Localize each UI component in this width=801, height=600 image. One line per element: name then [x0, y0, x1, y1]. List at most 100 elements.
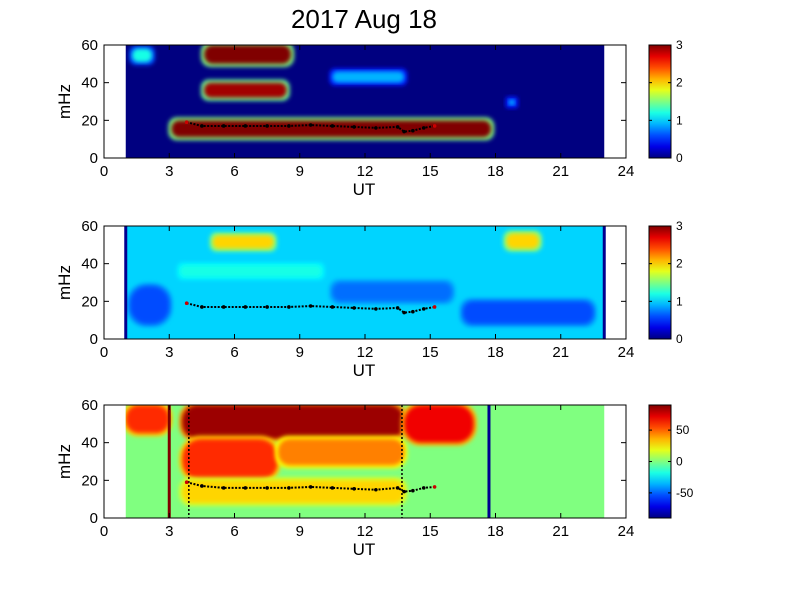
x-axis-label: UT [353, 361, 376, 380]
ridge-point [330, 305, 335, 309]
x-tick-label: 0 [100, 523, 108, 540]
ridge-point [432, 485, 437, 489]
y-tick-label: 60 [81, 37, 98, 54]
heatmap-blob [404, 405, 474, 443]
ridge-point [402, 489, 406, 494]
ridge-point [265, 124, 269, 128]
colorbar-tick-label: 3 [676, 38, 683, 52]
colorbar-tick-label: 3 [676, 219, 683, 233]
ridge-point [352, 125, 356, 129]
colorbar-tick-label: 0 [676, 332, 683, 346]
ridge-point [200, 305, 204, 309]
x-tick-label: 18 [487, 163, 504, 180]
y-tick-label: 40 [81, 256, 98, 273]
ridge-point [411, 309, 415, 314]
ridge-point [200, 124, 204, 128]
ridge-point [411, 128, 415, 133]
colorbar-tick-label: 1 [676, 294, 683, 308]
ridge-point [200, 484, 204, 488]
ridge-point [352, 487, 356, 491]
heatmap-blob [462, 301, 594, 324]
x-tick-label: 9 [296, 523, 304, 540]
ridge-point [421, 126, 426, 130]
ridge-point [432, 124, 437, 128]
heatmap-blob [332, 71, 405, 83]
ridge-point [352, 306, 356, 310]
heatmap-blob [332, 282, 452, 302]
x-tick-label: 21 [552, 344, 569, 361]
x-tick-label: 12 [357, 344, 374, 361]
y-axis-label: mHz [55, 444, 74, 479]
x-tick-label: 6 [230, 163, 238, 180]
ridge-point [421, 307, 426, 311]
ridge-point [432, 305, 437, 309]
ridge-point [374, 487, 378, 492]
heatmap-blob [182, 405, 405, 439]
x-tick-label: 12 [357, 163, 374, 180]
ridge-point [411, 488, 415, 493]
x-tick-label: 9 [296, 344, 304, 361]
x-tick-label: 6 [230, 344, 238, 361]
x-tick-label: 15 [422, 163, 439, 180]
heatmap-blob [204, 82, 287, 98]
ridge-point [287, 305, 291, 309]
y-axis-label: mHz [55, 84, 74, 119]
x-tick-label: 21 [552, 523, 569, 540]
ridge-point [402, 129, 406, 134]
ridge-point [330, 486, 335, 490]
x-tick-label: 24 [618, 163, 635, 180]
y-tick-label: 0 [90, 150, 98, 167]
y-tick-label: 60 [81, 218, 98, 235]
ridge-point [243, 305, 248, 309]
ridge-point [243, 486, 248, 490]
ridge-point [308, 485, 313, 489]
y-tick-label: 20 [81, 112, 98, 129]
colorbar-tick-label: -50 [676, 486, 694, 500]
x-tick-label: 3 [165, 344, 173, 361]
y-axis-label: mHz [55, 265, 74, 300]
heatmap-blob [204, 45, 292, 64]
figure-title: 2017 Aug 18 [291, 4, 437, 34]
x-tick-label: 6 [230, 523, 238, 540]
ridge-point [265, 305, 269, 309]
x-tick-label: 24 [618, 344, 635, 361]
ridge-point [287, 124, 291, 128]
ridge-point [395, 486, 400, 490]
heatmap-background [125, 45, 605, 158]
x-tick-label: 24 [618, 523, 635, 540]
y-tick-label: 20 [81, 472, 98, 489]
x-tick-label: 9 [296, 163, 304, 180]
x-axis-label: UT [353, 180, 376, 199]
ridge-point [395, 125, 400, 129]
ridge-point [221, 124, 226, 128]
colorbar-tick-label: 2 [676, 76, 683, 90]
x-tick-label: 12 [357, 523, 374, 540]
ridge-line [186, 481, 435, 493]
y-tick-label: 20 [81, 293, 98, 310]
heatmap-blob [506, 233, 539, 249]
heatmap-blob [508, 99, 516, 106]
heatmap-blob [171, 120, 492, 138]
y-tick-label: 0 [90, 331, 98, 348]
colorbar [648, 44, 672, 159]
colorbar [648, 404, 672, 519]
ridge-line [186, 302, 435, 314]
heatmap-blob [180, 265, 322, 277]
ridge-point [308, 304, 313, 308]
heatmap-blob [125, 405, 170, 434]
ridge-line [186, 121, 435, 133]
ridge-point [243, 124, 248, 128]
y-tick-label: 40 [81, 435, 98, 452]
x-tick-label: 3 [165, 523, 173, 540]
ridge-point [308, 123, 313, 127]
ridge-point [402, 310, 406, 315]
ridge-point [421, 486, 426, 490]
x-tick-label: 15 [422, 523, 439, 540]
x-tick-label: 0 [100, 344, 108, 361]
y-tick-label: 0 [90, 510, 98, 527]
panel-3: 0 3 6 9 12 15 18 21 24 0 20 40 60 UT mHz 50 0 -50 [55, 397, 694, 559]
y-tick-label: 60 [81, 397, 98, 414]
